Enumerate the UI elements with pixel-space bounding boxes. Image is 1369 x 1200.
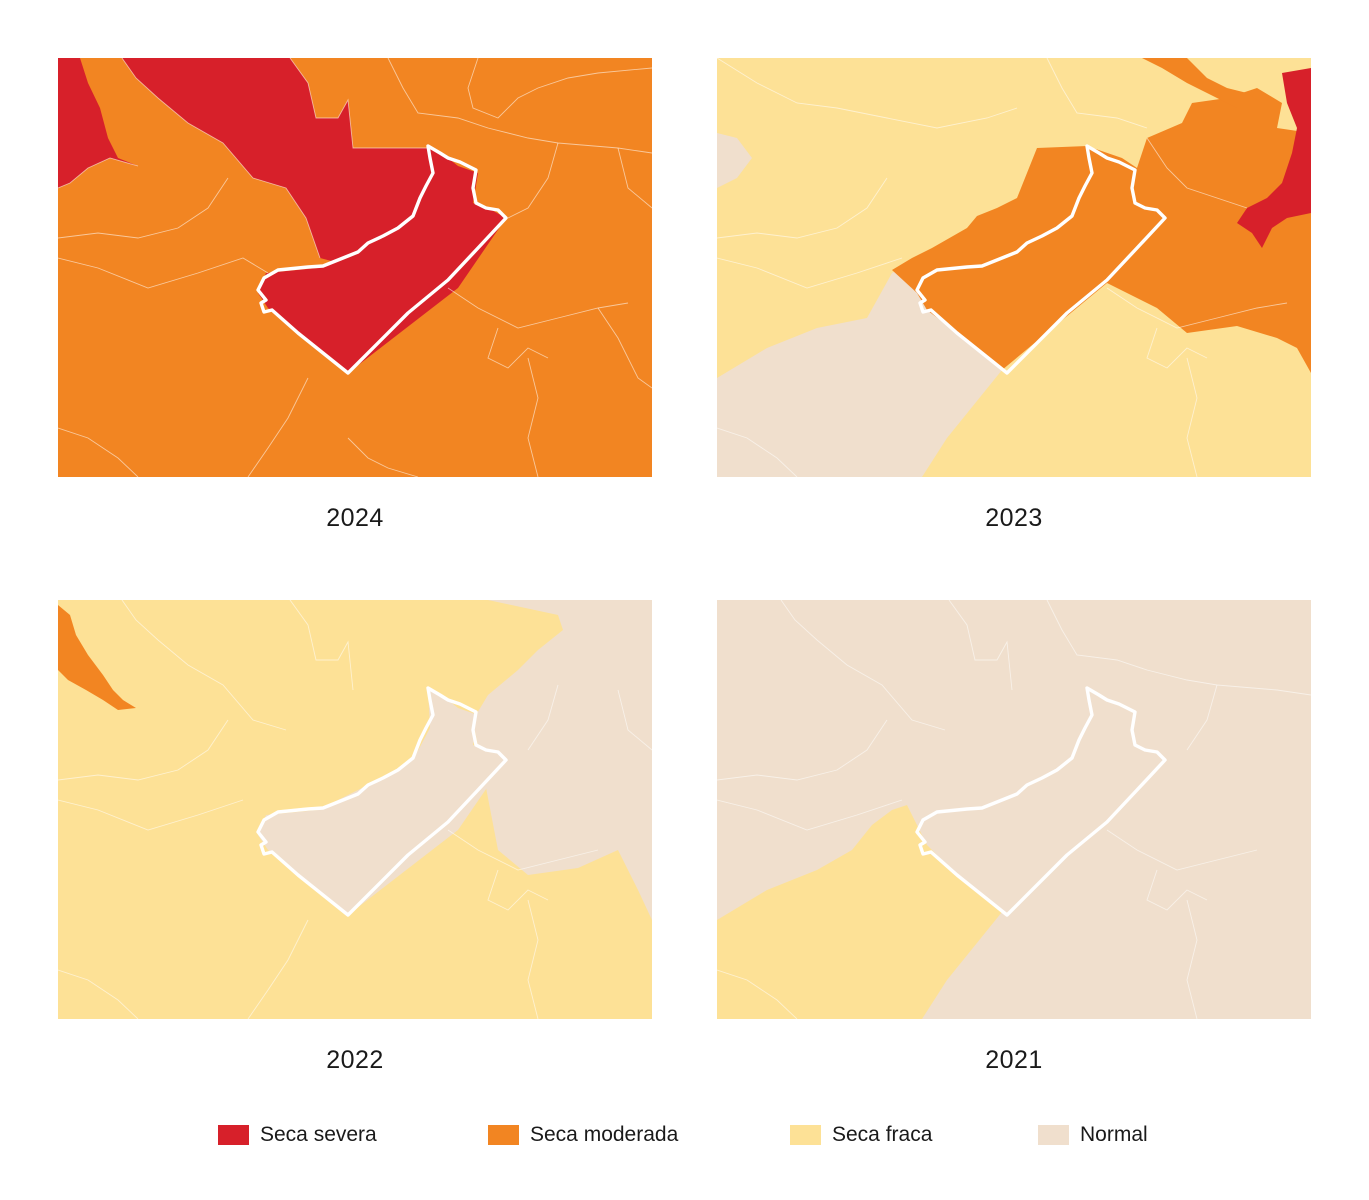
region-normal-focus	[258, 688, 506, 915]
drought-map-2023	[717, 58, 1311, 477]
drought-map-2022	[58, 600, 652, 1019]
region-seca-severa-focus	[258, 146, 506, 373]
legend-item-normal: Normal	[1038, 1123, 1148, 1147]
drought-map-2021	[717, 600, 1311, 1019]
map-panel-2021: 2021	[717, 600, 1311, 1075]
region-seca-moderada-north	[1142, 58, 1262, 108]
map-year-label: 2021	[985, 1046, 1043, 1074]
region-normal-east	[473, 600, 652, 920]
legend-item-seca-severa: Seca severa	[218, 1123, 377, 1147]
region-seca-moderada	[892, 88, 1311, 373]
legend-item-seca-fraca: Seca fraca	[790, 1123, 932, 1147]
legend-swatch	[488, 1125, 519, 1145]
study-area-outline	[915, 144, 1167, 375]
legend-label: Seca moderada	[530, 1123, 679, 1146]
region-normal-southwest	[717, 263, 1002, 477]
legend-label: Seca severa	[260, 1123, 377, 1146]
legend-swatch	[218, 1125, 249, 1145]
municipal-borders	[58, 600, 652, 1019]
region-seca-severa-west	[58, 58, 138, 188]
drought-map-2024	[58, 58, 652, 477]
region-seca-severa	[1237, 68, 1311, 248]
map-panel-2022: 2022	[58, 600, 652, 1075]
legend-swatch	[1038, 1125, 1069, 1145]
legend-label: Normal	[1080, 1123, 1148, 1146]
study-area-outline	[256, 144, 508, 375]
map-year-label: 2023	[985, 504, 1043, 532]
municipal-borders	[717, 600, 1311, 1019]
map-panel-2023: 2023	[717, 58, 1311, 533]
municipal-borders	[717, 58, 1288, 477]
map-legend: Seca severa Seca moderada Seca fraca Nor…	[0, 1123, 1369, 1153]
region-normal-west	[717, 133, 752, 188]
legend-swatch	[790, 1125, 821, 1145]
map-panel-2024: 2024	[58, 58, 652, 533]
map-year-label: 2022	[326, 1046, 384, 1074]
legend-label: Seca fraca	[832, 1123, 933, 1146]
study-area-outline	[256, 686, 508, 917]
region-seca-severa-north	[122, 58, 436, 268]
legend-item-seca-moderada: Seca moderada	[488, 1123, 678, 1147]
municipal-borders	[58, 58, 652, 477]
region-seca-moderada	[58, 605, 136, 710]
map-year-label: 2024	[326, 504, 384, 532]
study-area-outline	[915, 686, 1167, 917]
region-seca-fraca	[717, 805, 1002, 1019]
